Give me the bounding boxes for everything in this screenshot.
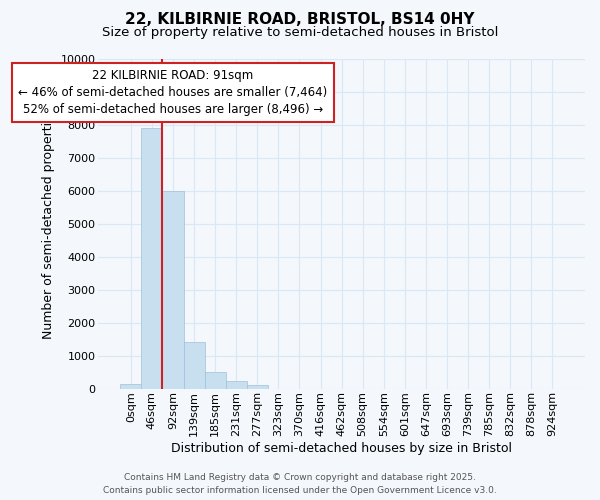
Text: Contains HM Land Registry data © Crown copyright and database right 2025.
Contai: Contains HM Land Registry data © Crown c… bbox=[103, 474, 497, 495]
Bar bbox=[142, 128, 163, 388]
Bar bbox=[120, 384, 142, 388]
Bar bbox=[226, 382, 247, 388]
Text: 22 KILBIRNIE ROAD: 91sqm
← 46% of semi-detached houses are smaller (7,464)
52% o: 22 KILBIRNIE ROAD: 91sqm ← 46% of semi-d… bbox=[19, 69, 328, 116]
Text: Size of property relative to semi-detached houses in Bristol: Size of property relative to semi-detach… bbox=[102, 26, 498, 39]
Bar bbox=[247, 385, 268, 388]
Text: 22, KILBIRNIE ROAD, BRISTOL, BS14 0HY: 22, KILBIRNIE ROAD, BRISTOL, BS14 0HY bbox=[125, 12, 475, 28]
Y-axis label: Number of semi-detached properties: Number of semi-detached properties bbox=[42, 108, 55, 340]
Bar bbox=[184, 342, 205, 388]
X-axis label: Distribution of semi-detached houses by size in Bristol: Distribution of semi-detached houses by … bbox=[171, 442, 512, 455]
Bar bbox=[163, 191, 184, 388]
Bar bbox=[205, 372, 226, 388]
